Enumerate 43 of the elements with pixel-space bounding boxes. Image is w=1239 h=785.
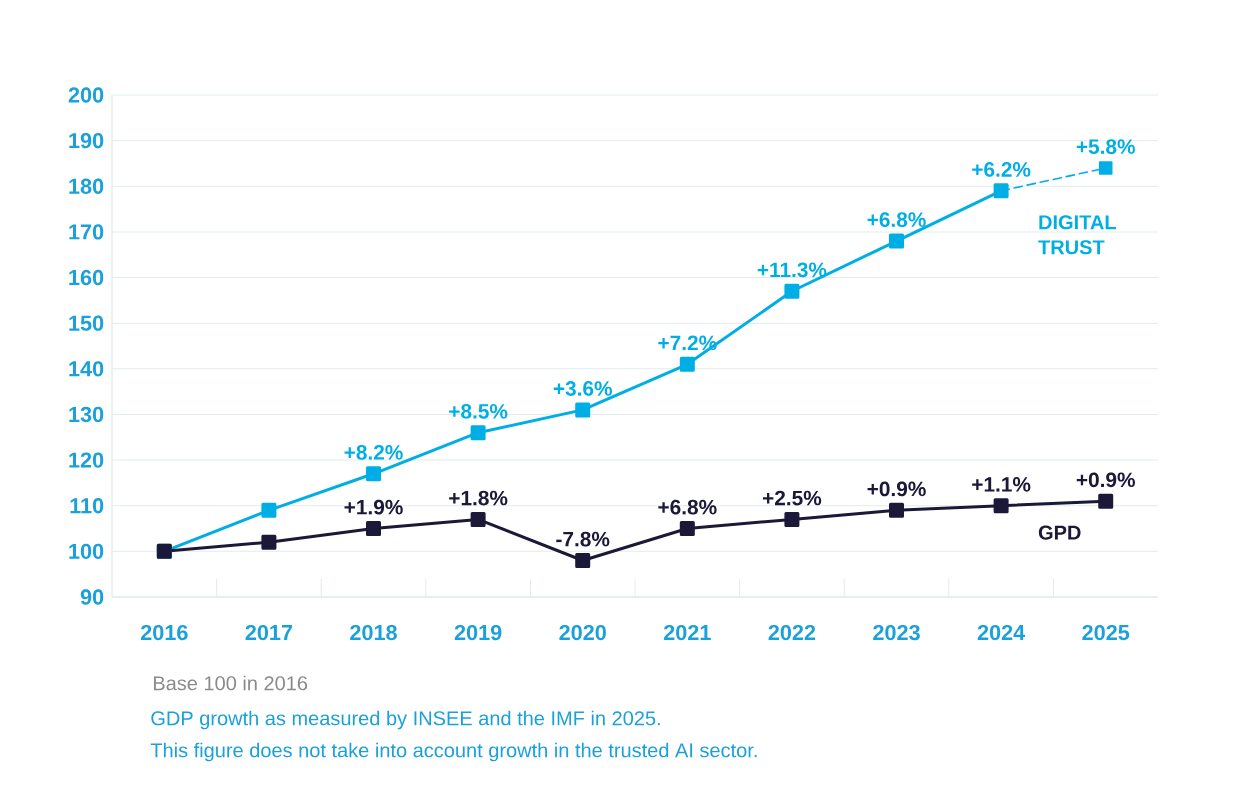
annotation: +8.5%: [449, 403, 508, 419]
annotation: +0.9%: [1076, 472, 1135, 488]
x-tick-label: 2019: [454, 624, 502, 641]
x-tick-label: 2024: [977, 624, 1026, 641]
annotation: +5.8%: [1076, 139, 1135, 155]
annotation: +1.8%: [449, 490, 508, 506]
annotation: +8.2%: [344, 445, 403, 460]
annotation: +2.5%: [762, 490, 822, 506]
y-tick-label: 140: [69, 361, 104, 377]
annotation: +1.1%: [972, 477, 1031, 492]
annotation: +6.8%: [658, 499, 717, 515]
annotation: +1.9%: [344, 499, 403, 515]
x-tick-label: 2017: [245, 624, 293, 641]
annotation: +6.2%: [972, 162, 1031, 177]
x-tick-label: 2025: [1082, 624, 1130, 641]
y-tick-label: 160: [69, 269, 104, 286]
x-tick-label: 2020: [559, 624, 606, 641]
annotation: +6.8%: [867, 212, 926, 228]
series-label: GPD: [1038, 525, 1081, 540]
y-tick-label: 170: [69, 224, 104, 240]
annotation: +7.2%: [658, 335, 717, 351]
annotation: -7.8%: [556, 531, 610, 547]
series-label: DIGITAL TRUST: [1038, 215, 1116, 255]
y-tick-label: 200: [68, 87, 104, 103]
x-tick-label: 2021: [663, 624, 711, 641]
annotation: +0.9%: [867, 481, 926, 497]
y-tick-label: 110: [70, 498, 104, 514]
text: GDP growth as measured by INSEE and the IMF in 2025.: [151, 710, 660, 730]
y-tick-label: 180: [69, 178, 104, 194]
annotation: +11.3%: [757, 262, 827, 278]
y-tick-label: 190: [69, 132, 104, 149]
y-tick-label: 120: [69, 452, 104, 468]
annotation: +3.6%: [553, 381, 612, 396]
y-tick-label: 150: [69, 315, 104, 331]
y-tick-label: 100: [69, 543, 104, 560]
x-tick-label: 2022: [768, 624, 816, 641]
y-tick-label: 130: [69, 406, 104, 423]
text: This figure does not take into account growth in the trusted AI sector.: [150, 742, 757, 762]
y-tick-label: 90: [80, 589, 104, 605]
x-tick-label: 2023: [873, 624, 920, 641]
text: Base 100 in 2016: [153, 675, 308, 691]
x-tick-label: 2018: [350, 624, 397, 641]
x-tick-label: 2016: [140, 624, 188, 641]
